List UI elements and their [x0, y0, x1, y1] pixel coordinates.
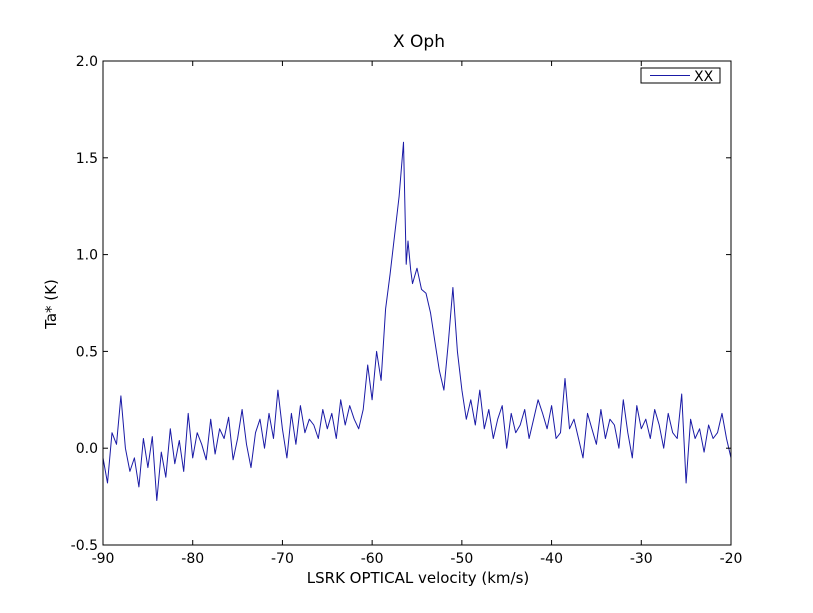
legend: XX	[640, 67, 721, 85]
x-axis-label: LSRK OPTICAL velocity (km/s)	[307, 569, 529, 587]
y-tick-label: 2.0	[76, 54, 98, 70]
y-tick-label: 0.0	[76, 441, 98, 457]
x-tick-label: -30	[630, 551, 653, 567]
y-tick-label: 1.0	[76, 248, 98, 264]
x-tick-label: -70	[271, 551, 294, 567]
y-tick-label: -0.5	[71, 538, 98, 554]
plot-area	[102, 60, 732, 546]
x-tick-label: -20	[720, 551, 743, 567]
plot-frame	[102, 60, 732, 546]
x-tick-label: -60	[361, 551, 384, 567]
chart-title: X Oph	[393, 32, 445, 52]
y-axis-label: Ta* (K)	[42, 279, 60, 330]
x-tick-label: -90	[92, 551, 115, 567]
y-tick-label: 1.5	[76, 151, 98, 167]
ticks	[102, 60, 732, 546]
x-tick-label: -50	[450, 551, 473, 567]
x-tick-label: -40	[540, 551, 563, 567]
y-tick-label: 0.5	[76, 344, 98, 360]
legend-label-xx: XX	[694, 69, 714, 85]
x-tick-label: -80	[181, 551, 204, 567]
tick-labels: -90 -80 -70 -60 -50 -40 -30 -20 -0.5 0.0 0.5 1.0 1.5…	[71, 54, 743, 567]
series-line-xx	[102, 141, 732, 501]
